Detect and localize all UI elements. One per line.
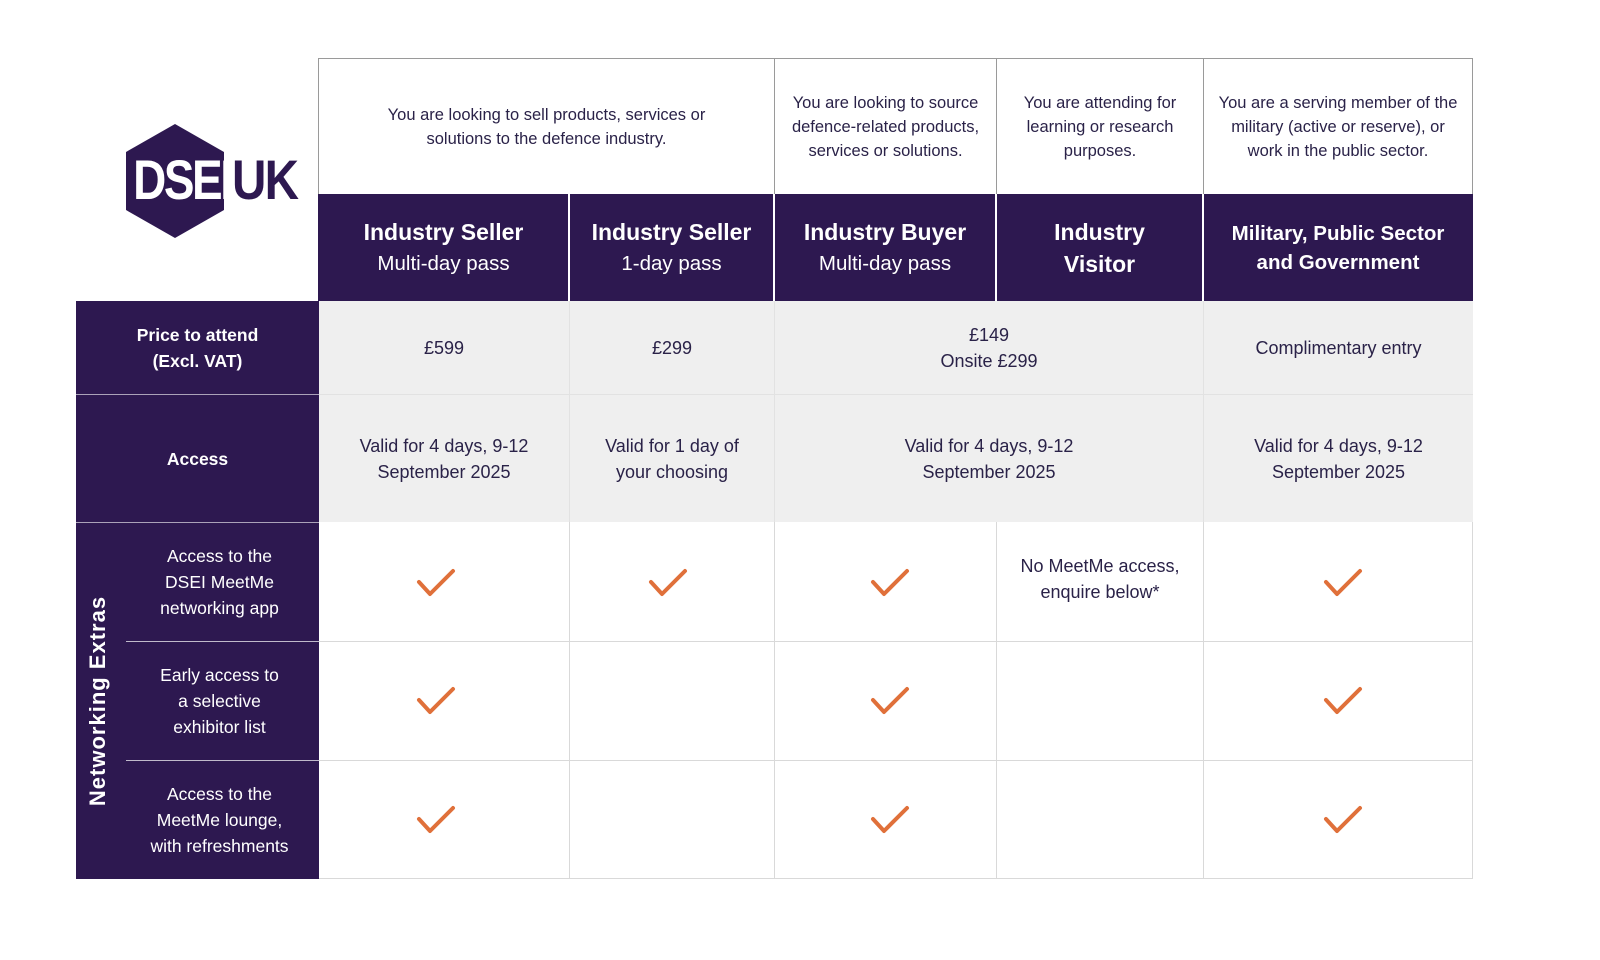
header-divider: [773, 194, 775, 301]
row-label-price: Price to attend (Excl. VAT): [76, 301, 319, 395]
header-subtitle: Multi-day pass: [377, 251, 510, 275]
access-seller-1day: Valid for 1 day of your choosing: [570, 395, 774, 522]
grid-line: [774, 522, 775, 879]
grid-line: [319, 641, 1473, 642]
header-visitor: Industry Visitor: [996, 194, 1203, 301]
description-military: You are a serving member of the military…: [1203, 58, 1473, 195]
header-title: Industry Seller: [591, 218, 752, 245]
grid-line: [319, 760, 1473, 761]
header-divider: [1202, 194, 1204, 301]
sub-divider: [126, 641, 319, 642]
header-title: Industry Buyer: [803, 218, 967, 245]
grid-line: [569, 301, 570, 522]
access-military: Valid for 4 days, 9-12 September 2025: [1204, 395, 1473, 522]
row-label-access: Access: [76, 395, 319, 522]
price-seller-multi: £599: [319, 301, 569, 395]
description-buyer: You are looking to source defence-relate…: [774, 58, 997, 195]
check-icon: [870, 685, 910, 717]
check-icon: [1323, 804, 1363, 836]
visitor-meetme-note: No MeetMe access, enquire below*: [997, 523, 1203, 641]
grid-line: [774, 301, 775, 522]
grid-line: [569, 522, 570, 879]
hexagon-logo-icon: [126, 124, 224, 238]
header-title: Industry Visitor: [1054, 218, 1145, 277]
networking-label-meetme-app: Access to the DSEI MeetMe networking app: [160, 546, 279, 618]
header-seller-multi: Industry Seller Multi-day pass: [318, 194, 569, 301]
description-visitor: You are attending for learning or resear…: [996, 58, 1204, 195]
check-icon: [648, 567, 688, 599]
logo-text: DSEI: [133, 148, 233, 211]
row-divider: [76, 522, 319, 523]
check-icon: [416, 567, 456, 599]
header-seller-1day: Industry Seller 1-day pass: [569, 194, 774, 301]
logo-suffix: UK: [232, 148, 299, 211]
check-icon: [416, 804, 456, 836]
price-military: Complimentary entry: [1204, 301, 1473, 395]
header-title: Military, Public Sector and Government: [1231, 221, 1445, 274]
sub-divider: [126, 760, 319, 761]
header-buyer: Industry Buyer Multi-day pass: [774, 194, 996, 301]
header-divider: [995, 194, 997, 301]
header-subtitle: 1-day pass: [621, 251, 722, 275]
logo: DSEI UK: [120, 122, 300, 242]
check-icon: [416, 685, 456, 717]
header-military: Military, Public Sector and Government: [1203, 194, 1473, 301]
access-seller-multi: Valid for 4 days, 9-12 September 2025: [319, 395, 569, 522]
access-buyer-visitor: Valid for 4 days, 9-12 September 2025: [775, 395, 1203, 522]
description-seller: You are looking to sell products, servic…: [318, 58, 775, 195]
networking-label-early-access: Early access to a selective exhibitor li…: [160, 665, 279, 737]
networking-label-lounge: Access to the MeetMe lounge, with refres…: [150, 784, 289, 856]
row-divider: [76, 394, 319, 395]
check-icon: [1323, 567, 1363, 599]
networking-group-label: Networking Extras: [85, 595, 110, 807]
grid-line: [1203, 301, 1204, 522]
price-seller-1day: £299: [570, 301, 774, 395]
check-icon: [870, 567, 910, 599]
grid-line: [319, 394, 1473, 395]
header-subtitle: Multi-day pass: [818, 251, 952, 275]
check-icon: [870, 804, 910, 836]
grid-line: [1203, 522, 1204, 879]
price-buyer-visitor: £149 Onsite £299: [775, 301, 1203, 395]
header-divider: [568, 194, 570, 301]
grid-line: [996, 522, 997, 879]
check-icon: [1323, 685, 1363, 717]
header-title: Industry Seller: [363, 218, 524, 245]
